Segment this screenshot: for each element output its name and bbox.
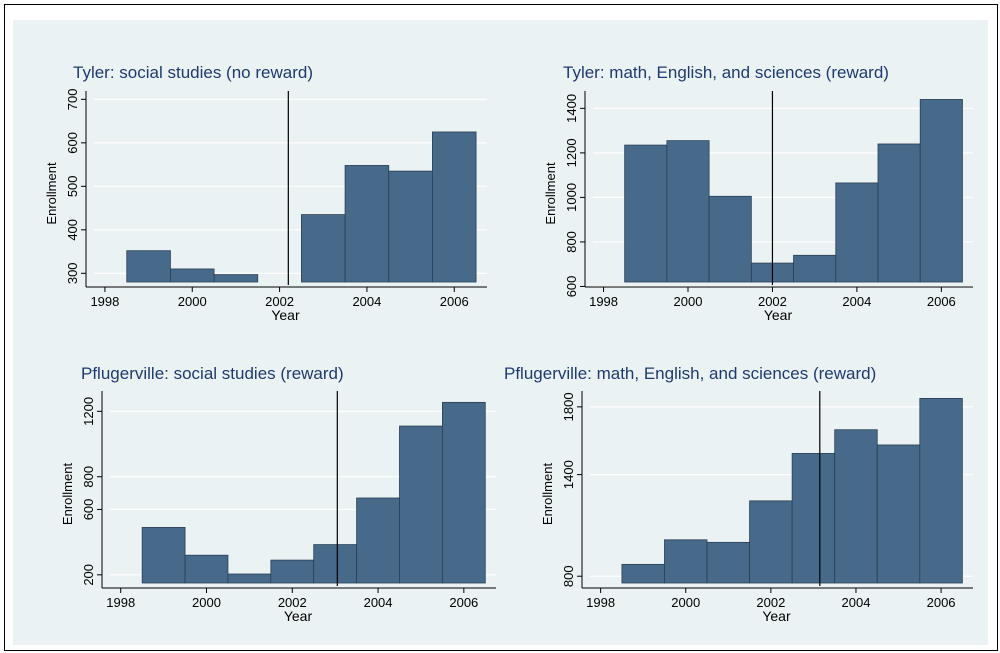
y-tick-label: 600 xyxy=(65,132,80,154)
bar xyxy=(666,140,710,283)
bar xyxy=(708,195,752,283)
x-tick-label: 2006 xyxy=(449,595,478,610)
x-tick-label: 2002 xyxy=(265,294,294,309)
chart-title: Tyler: social studies (no reward) xyxy=(73,63,313,82)
bar xyxy=(184,554,229,584)
bar xyxy=(213,274,259,283)
figure-background: 1998 2000 2002 2004 2006 300 400 500 600 700 Tyler… xyxy=(13,20,988,645)
bar xyxy=(432,131,477,283)
x-tick-label: 1998 xyxy=(90,294,119,309)
chart-panel-1: 1998 2000 2002 2004 2006 300 400 500 600 700 Tyler… xyxy=(44,63,487,323)
y-tick-label: 1200 xyxy=(564,138,579,167)
y-tick-label: 1200 xyxy=(81,397,96,426)
bar xyxy=(344,165,390,283)
bar xyxy=(835,182,879,283)
y-tick-label: 800 xyxy=(561,565,576,587)
bar xyxy=(664,539,708,584)
y-axis-title: Enrollment xyxy=(540,463,555,526)
y-tick-label: 800 xyxy=(564,231,579,253)
y-axis-title: Enrollment xyxy=(44,162,59,225)
x-tick-label: 2000 xyxy=(178,294,207,309)
x-tick-label: 1998 xyxy=(589,294,618,309)
y-tick-label: 200 xyxy=(81,564,96,586)
chart-panel-4: 1998 2000 2002 2004 2006 800 1400 1800 Pflugervi… xyxy=(504,364,973,624)
bar xyxy=(749,500,793,584)
bar xyxy=(270,559,315,584)
y-tick-label: 500 xyxy=(65,175,80,197)
chart-svg: 1998 2000 2002 2004 2006 300 400 500 600 700 Tyler… xyxy=(44,63,973,624)
bar xyxy=(791,453,836,584)
bar xyxy=(399,425,443,584)
bar xyxy=(624,144,668,283)
bar xyxy=(706,541,750,584)
x-tick-label: 2004 xyxy=(842,294,871,309)
bar xyxy=(877,143,921,283)
y-tick-label: 1400 xyxy=(564,94,579,123)
bar xyxy=(441,401,486,584)
bar xyxy=(301,214,346,283)
bar xyxy=(126,250,171,283)
bar xyxy=(876,444,921,584)
y-tick-label: 1000 xyxy=(564,183,579,212)
bar xyxy=(793,254,837,283)
chart-panel-2: 1998 2000 2002 2004 2006 600 800 1000 1200 1400 Ty… xyxy=(543,63,973,323)
x-tick-label: 2000 xyxy=(192,595,221,610)
x-tick-label: 2004 xyxy=(364,595,393,610)
x-tick-label: 2000 xyxy=(671,595,700,610)
chart-title: Pflugerville: social studies (reward) xyxy=(81,364,344,383)
bar xyxy=(141,527,186,584)
y-tick-label: 600 xyxy=(564,276,579,298)
x-tick-label: 2002 xyxy=(756,595,785,610)
bar xyxy=(388,170,433,283)
y-tick-label: 1800 xyxy=(561,392,576,421)
y-tick-label: 1400 xyxy=(561,460,576,489)
x-tick-label: 2002 xyxy=(278,595,307,610)
x-axis-title: Year xyxy=(764,307,793,323)
x-tick-label: 2004 xyxy=(842,595,871,610)
x-tick-label: 2004 xyxy=(352,294,381,309)
bar xyxy=(170,268,215,283)
bar xyxy=(919,397,963,584)
y-axis-title: Enrollment xyxy=(543,162,558,225)
x-tick-label: 1998 xyxy=(586,595,615,610)
y-tick-label: 700 xyxy=(65,88,80,110)
y-tick-label: 300 xyxy=(65,262,80,284)
bar xyxy=(621,563,665,584)
x-axis-title: Year xyxy=(284,608,313,624)
x-axis-title: Year xyxy=(762,608,791,624)
x-tick-label: 2002 xyxy=(758,294,787,309)
x-tick-label: 2000 xyxy=(674,294,703,309)
y-tick-label: 800 xyxy=(81,466,96,488)
x-tick-label: 2006 xyxy=(927,294,956,309)
y-tick-label: 600 xyxy=(81,499,96,521)
y-axis-title: Enrollment xyxy=(60,463,75,526)
x-axis-title: Year xyxy=(271,307,300,323)
chart-panel-3: 1998 2000 2002 2004 2006 200 600 800 1200 Pfluger… xyxy=(60,364,496,624)
bar xyxy=(227,573,272,584)
bar xyxy=(919,99,963,283)
y-tick-label: 400 xyxy=(65,219,80,241)
bar xyxy=(313,544,358,584)
chart-title: Tyler: math, English, and sciences (rewa… xyxy=(563,63,889,82)
x-tick-label: 1998 xyxy=(106,595,135,610)
bar xyxy=(356,497,400,584)
x-tick-label: 2006 xyxy=(927,595,956,610)
bar xyxy=(834,429,878,584)
x-tick-label: 2006 xyxy=(440,294,469,309)
figure-frame: 1998 2000 2002 2004 2006 300 400 500 600 700 Tyler… xyxy=(4,4,998,651)
chart-title: Pflugerville: math, English, and science… xyxy=(504,364,876,383)
